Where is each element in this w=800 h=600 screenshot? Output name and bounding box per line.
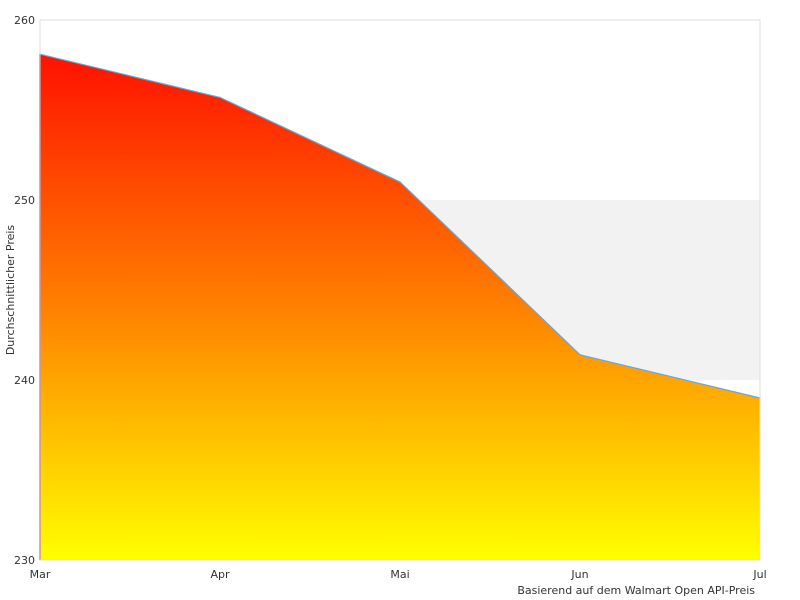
data-point-apr[interactable] bbox=[219, 96, 221, 99]
y-tick-label: 240 bbox=[14, 374, 35, 387]
x-axis-ticks: Mar Apr Mai Jun Jul bbox=[30, 568, 767, 581]
y-axis-label: Durchschnittlicher Preis bbox=[4, 225, 17, 356]
y-axis-ticks: 230 240 250 260 bbox=[14, 14, 35, 567]
y-tick-label: 260 bbox=[14, 14, 35, 27]
data-point-mai[interactable] bbox=[399, 181, 401, 183]
x-tick-label: Apr bbox=[210, 568, 230, 581]
x-tick-label: Jul bbox=[752, 568, 766, 581]
plot-border bbox=[39, 19, 761, 561]
data-point-jun[interactable] bbox=[579, 354, 581, 356]
area-fill bbox=[40, 54, 760, 560]
credit-text: Basierend auf dem Walmart Open API-Preis bbox=[517, 584, 755, 597]
y-tick-label: 250 bbox=[14, 194, 35, 207]
x-tick-label: Jun bbox=[570, 568, 588, 581]
y-tick-label: 230 bbox=[14, 554, 35, 567]
x-tick-label: Mar bbox=[30, 568, 51, 581]
x-tick-label: Mai bbox=[390, 568, 409, 581]
